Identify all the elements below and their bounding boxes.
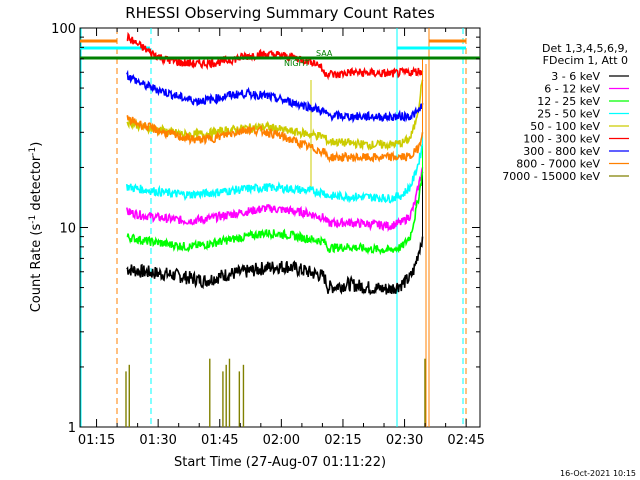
- y-axis-label-end: ): [29, 142, 44, 147]
- chart-title: RHESSI Observing Summary Count Rates: [125, 4, 435, 22]
- legend-entry-label: 25 - 50 keV: [537, 108, 600, 121]
- plot-frame: [79, 27, 481, 428]
- legend-entry-label: 50 - 100 keV: [530, 120, 600, 133]
- x-tick-label: 02:00: [263, 433, 300, 448]
- series-layer: [126, 31, 424, 296]
- legend: Det 1,3,4,5,6,9,FDecim 1, Att 0 3 - 6 keV…: [502, 42, 629, 183]
- olive-spikes: [125, 358, 426, 427]
- series-5-line: [126, 79, 424, 152]
- y-axis-label-sup2: -1: [28, 147, 38, 156]
- series-1-line: [126, 236, 424, 296]
- series-7-line: [126, 69, 424, 124]
- y-axis-label-main: Count Rate (s: [29, 224, 44, 313]
- legend-entry-label: 6 - 12 keV: [544, 83, 600, 96]
- timestamp: 16-Oct-2021 10:15: [560, 469, 636, 478]
- x-tick-label: 02:15: [324, 433, 361, 448]
- series-6-line: [126, 31, 424, 81]
- series-3-line: [126, 171, 424, 256]
- y-tick-label: 100: [51, 22, 76, 37]
- legend-header-line: Det 1,3,4,5,6,9,: [542, 42, 628, 55]
- y-axis-label-sup1: -1: [28, 215, 38, 224]
- y-axis-label: Count Rate (s-1 detector-1): [28, 142, 44, 313]
- x-tick-label: 02:45: [447, 433, 484, 448]
- flags: SAA NIGHT: [80, 49, 480, 68]
- series-2-line: [126, 167, 424, 233]
- x-tick-label: 01:15: [78, 433, 115, 448]
- y-axis: 1 10 100: [51, 22, 480, 436]
- y-axis-label-mid: detector: [29, 155, 44, 215]
- legend-entry-label: 12 - 25 keV: [537, 95, 600, 108]
- x-tick-label: 01:30: [139, 433, 176, 448]
- legend-entry-label: 7000 - 15000 keV: [502, 170, 600, 183]
- night-flag-label: NIGHT: [284, 59, 310, 68]
- series-8-line: [126, 114, 424, 164]
- x-axis: 01:15 01:30 01:45 02:00 02:15 02:30 02:45: [78, 28, 485, 448]
- x-axis-label: Start Time (27-Aug-07 01:11:22): [174, 455, 386, 470]
- legend-entry-label: 100 - 300 keV: [523, 133, 600, 146]
- x-tick-label: 02:30: [386, 433, 423, 448]
- y-tick-label: 1: [68, 421, 76, 436]
- series-4-line: [126, 144, 424, 204]
- legend-entry-label: 300 - 800 keV: [523, 145, 600, 158]
- attenuator-markers: [80, 28, 467, 427]
- saa-flag-label: SAA: [316, 49, 333, 58]
- y-tick-label: 10: [59, 222, 76, 237]
- legend-entry-label: 3 - 6 keV: [551, 70, 600, 83]
- legend-entry-label: 800 - 7000 keV: [516, 158, 600, 171]
- legend-header-line: FDecim 1, Att 0: [543, 54, 628, 67]
- x-tick-label: 01:45: [201, 433, 238, 448]
